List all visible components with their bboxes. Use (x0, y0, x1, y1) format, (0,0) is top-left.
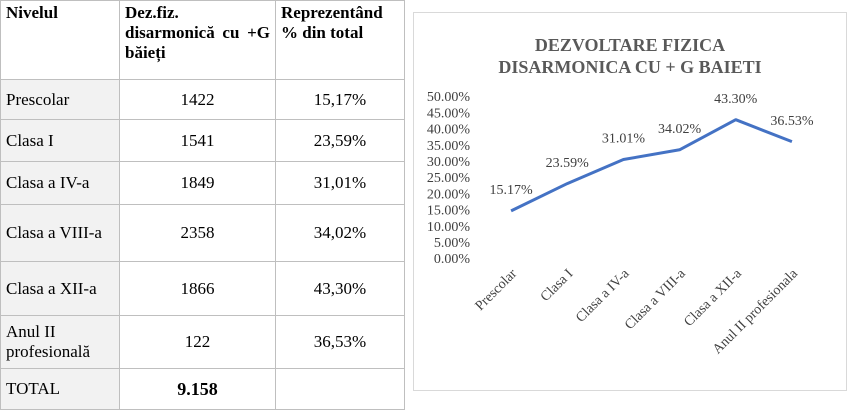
table-cell: Prescolar (0, 79, 120, 120)
y-tick-label: 20.00% (427, 187, 471, 202)
table-cell (275, 368, 405, 410)
table-row: Clasa I 1541 23,59% (0, 119, 405, 162)
y-tick-label: 50.00% (427, 90, 471, 105)
y-tick-label: 10.00% (427, 220, 471, 235)
data-label: 31.01% (602, 132, 646, 147)
table-cell: Reprezentând % din total (275, 0, 405, 80)
y-tick-label: 0.00% (434, 252, 471, 267)
table-row: Nivelul Dez.fiz. disarmonică cu +G băieți… (0, 0, 405, 80)
table-cell: Nivelul (0, 0, 120, 80)
y-tick-label: 40.00% (427, 123, 471, 138)
table-cell: 1422 (119, 79, 276, 120)
chart-frame (413, 12, 847, 391)
data-label: 34.02% (658, 122, 702, 137)
table-row: Clasa a VIII-a 2358 34,02% (0, 204, 405, 262)
x-tick-label: Clasa a VIII-a (622, 266, 689, 333)
table-row: TOTAL 9.158 (0, 368, 405, 410)
data-label: 23.59% (546, 156, 590, 171)
table-cell: 2358 (119, 204, 276, 262)
y-tick-label: 30.00% (427, 155, 471, 170)
table-cell: TOTAL (0, 368, 120, 410)
table-cell: 34,02% (275, 204, 405, 262)
y-tick-label: 25.00% (427, 171, 471, 186)
y-tick-label: 15.00% (427, 204, 471, 219)
data-label: 43.30% (714, 92, 758, 107)
table-row: Clasa a XII-a 1866 43,30% (0, 261, 405, 316)
x-tick-label: Clasa a IV-a (573, 266, 633, 326)
table-row: Clasa a IV-a 1849 31,01% (0, 161, 405, 205)
data-label: 36.53% (770, 114, 814, 129)
table-cell: 1541 (119, 119, 276, 162)
x-tick-label: Clasa I (538, 266, 577, 305)
y-tick-label: 35.00% (427, 139, 471, 154)
y-tick-label: 5.00% (434, 236, 471, 251)
table-cell: Clasa a IV-a (0, 161, 120, 205)
table-cell: 23,59% (275, 119, 405, 162)
table-cell: Clasa a VIII-a (0, 204, 120, 262)
table-cell: Clasa I (0, 119, 120, 162)
data-label: 15.17% (489, 183, 533, 198)
chart-title-box: DEZVOLTARE FIZICA DISARMONICA CU + G BAI… (413, 34, 847, 78)
data-table: Nivelul Dez.fiz. disarmonică cu +G băieți… (0, 0, 405, 410)
table-cell: 31,01% (275, 161, 405, 205)
y-tick-label: 45.00% (427, 106, 471, 121)
chart-title: DEZVOLTARE FIZICA DISARMONICA CU + G BAI… (498, 35, 762, 77)
table-row: Prescolar 1422 15,17% (0, 79, 405, 120)
x-tick-label: Prescolar (473, 266, 521, 314)
line-series (510, 118, 793, 213)
